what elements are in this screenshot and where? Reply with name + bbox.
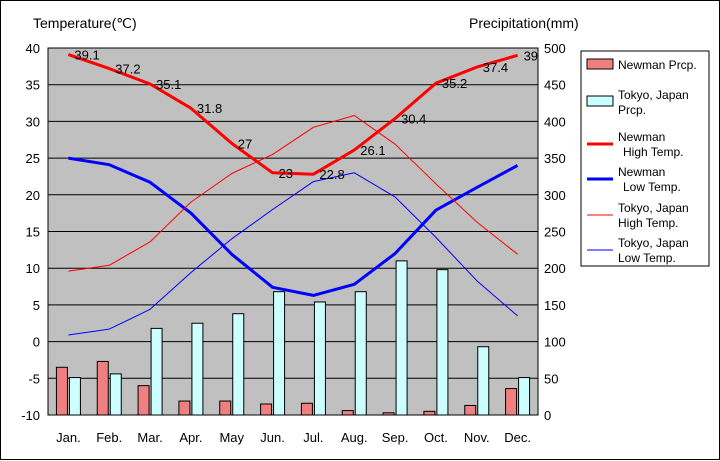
legend: Newman Prcp.Tokyo, JapanPrcp.NewmanHigh … — [580, 50, 710, 267]
data-label: 23 — [279, 166, 293, 181]
legend-label: Low Temp. — [618, 251, 676, 265]
axes-layer: 4035302520151050-5-105004504003503002502… — [21, 41, 566, 445]
y-left-tick: 35 — [26, 78, 40, 93]
left-axis-title: Temperature(℃) — [33, 15, 137, 31]
y-right-tick: 150 — [544, 298, 566, 313]
legend-swatch — [586, 58, 614, 70]
bar-tokyo-prcp — [436, 269, 449, 416]
data-label: 22.8 — [319, 167, 344, 182]
legend-label: Tokyo, Japan — [618, 236, 689, 250]
x-tick: Dec. — [504, 430, 531, 445]
y-right-tick: 200 — [544, 261, 566, 276]
bar-newman-prcp — [341, 410, 354, 416]
bar-newman-prcp — [300, 402, 313, 416]
lines-layer — [67, 53, 519, 336]
x-tick: Oct. — [424, 430, 448, 445]
x-tick: Jul. — [303, 430, 323, 445]
bar-newman-prcp — [219, 400, 232, 416]
x-tick: Sep. — [382, 430, 409, 445]
bar-newman-prcp — [178, 400, 191, 416]
x-tick: Nov. — [464, 430, 490, 445]
bar-tokyo-prcp — [477, 346, 490, 416]
series-line-2 — [68, 115, 518, 272]
y-left-tick: 10 — [26, 261, 40, 276]
bar-newman-prcp — [505, 388, 518, 416]
y-right-tick: 500 — [544, 41, 566, 56]
data-label: 39 — [524, 48, 538, 63]
bar-newman-prcp — [382, 412, 395, 416]
data-labels-layer: 39.1 37.2 35.1 31.8 27 23 22.8 26.1 30.4 35.2 37.4… — [74, 48, 538, 183]
series-line-1 — [68, 156, 519, 297]
x-tick: Aug. — [341, 430, 368, 445]
x-tick: Apr. — [179, 430, 202, 445]
bar-tokyo-prcp — [313, 301, 326, 416]
legend-label: Newman — [618, 165, 665, 179]
data-label: 37.2 — [115, 62, 140, 77]
legend-label: Tokyo, Japan — [618, 88, 689, 102]
data-label: 39.1 — [74, 48, 99, 63]
legend-label: High Temp. — [618, 216, 678, 230]
data-label: 31.8 — [197, 101, 222, 116]
data-label: 35.2 — [442, 76, 467, 91]
bar-newman-prcp — [96, 360, 109, 416]
legend-label: Newman Prcp. — [618, 58, 697, 72]
x-tick: Feb. — [96, 430, 122, 445]
legend-label: Low Temp. — [623, 180, 681, 194]
y-left-tick: -10 — [21, 408, 40, 423]
bar-tokyo-prcp — [191, 322, 204, 416]
right-axis-title: Precipitation(mm) — [469, 15, 579, 31]
legend-label: Newman — [618, 130, 665, 144]
bar-newman-prcp — [55, 366, 68, 416]
data-label: 26.1 — [360, 143, 385, 158]
bar-tokyo-prcp — [354, 291, 367, 416]
bar-newman-prcp — [464, 404, 477, 416]
y-left-tick: 30 — [26, 114, 40, 129]
bar-tokyo-prcp — [68, 377, 81, 416]
bar-newman-prcp — [137, 385, 150, 416]
y-right-tick: 50 — [544, 371, 558, 386]
legend-box — [580, 50, 710, 267]
legend-label: Tokyo, Japan — [618, 201, 689, 215]
legend-swatch — [586, 95, 614, 107]
bar-tokyo-prcp — [109, 373, 122, 416]
series-line-3 — [68, 172, 518, 336]
data-label: 37.4 — [483, 60, 508, 75]
y-right-tick: 250 — [544, 225, 566, 240]
x-tick: Jan. — [56, 430, 81, 445]
y-left-tick: 40 — [26, 41, 40, 56]
y-right-tick: 400 — [544, 114, 566, 129]
y-left-tick: 5 — [33, 298, 40, 313]
bar-newman-prcp — [423, 410, 436, 416]
plot-area — [47, 47, 539, 416]
bar-tokyo-prcp — [232, 313, 245, 416]
y-left-tick: 15 — [26, 225, 40, 240]
x-tick: Jun. — [260, 430, 285, 445]
legend-label: High Temp. — [623, 145, 683, 159]
y-right-tick: 450 — [544, 78, 566, 93]
y-right-tick: 300 — [544, 188, 566, 203]
data-label: 35.1 — [156, 77, 181, 92]
y-right-tick: 0 — [544, 408, 551, 423]
data-label: 30.4 — [401, 111, 426, 126]
bar-tokyo-prcp — [395, 260, 408, 416]
y-right-tick: 100 — [544, 335, 566, 350]
x-tick: May — [219, 430, 244, 445]
series-line-0 — [67, 53, 519, 176]
bar-tokyo-prcp — [150, 327, 163, 416]
data-label: 27 — [238, 136, 252, 151]
bar-newman-prcp — [260, 403, 273, 416]
x-tick: Mar. — [137, 430, 162, 445]
legend-label: Prcp. — [618, 103, 646, 117]
y-right-tick: 350 — [544, 151, 566, 166]
bars-layer — [55, 260, 531, 416]
y-left-tick: 25 — [26, 151, 40, 166]
bar-tokyo-prcp — [273, 291, 286, 416]
bar-tokyo-prcp — [518, 377, 531, 416]
y-left-tick: 20 — [26, 188, 40, 203]
y-left-tick: 0 — [33, 335, 40, 350]
y-left-tick: -5 — [28, 371, 40, 386]
